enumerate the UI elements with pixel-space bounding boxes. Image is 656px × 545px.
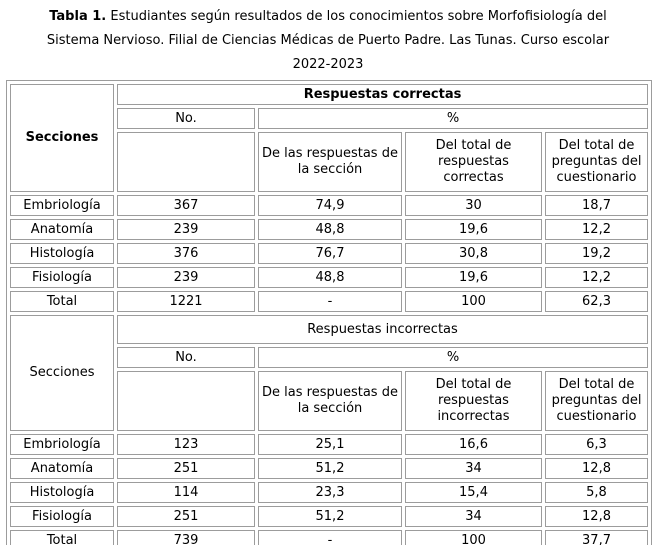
cell: 18,7 (545, 195, 649, 216)
incorrectas-subheader-total-preguntas: Del total de preguntas del cuestionario (545, 371, 649, 431)
title-line-2: Sistema Nervioso. Filial de Ciencias Méd… (46, 33, 610, 48)
cell: 1221 (117, 291, 255, 312)
table-row: Histología 114 23,3 15,4 5,8 (10, 482, 649, 503)
row-label: Embriología (10, 195, 114, 216)
table-row: Anatomía 239 48,8 19,6 12,2 (10, 219, 649, 240)
incorrectas-secciones-header: Secciones (10, 315, 114, 431)
row-label: Fisiología (10, 506, 114, 527)
row-label: Histología (10, 482, 114, 503)
cell: 19,6 (405, 267, 542, 288)
page-title: Tabla 1. Estudiantes según resultados de… (0, 0, 656, 77)
row-label: Embriología (10, 434, 114, 455)
table-row-total: Total 1221 - 100 62,3 (10, 291, 649, 312)
incorrectas-header-row-1: Secciones Respuestas incorrectas (10, 315, 649, 431)
cell: 76,7 (258, 243, 402, 264)
cell: 34 (405, 458, 542, 479)
cell: 16,6 (405, 434, 542, 455)
cell: 74,9 (258, 195, 402, 216)
correctas-header-row-2: No. % (10, 108, 649, 129)
cell: 251 (117, 458, 255, 479)
cell: 6,3 (545, 434, 649, 455)
incorrectas-subheader-total-respuestas: Del total de respuestas incorrectas (405, 371, 542, 431)
table-row-total: Total 739 - 100 37,7 (10, 530, 649, 545)
cell: 51,2 (258, 506, 402, 527)
cell: 19,6 (405, 219, 542, 240)
row-label: Fisiología (10, 267, 114, 288)
cell: 37,7 (545, 530, 649, 545)
cell: 5,8 (545, 482, 649, 503)
cell: 25,1 (258, 434, 402, 455)
cell: 376 (117, 243, 255, 264)
cell: 48,8 (258, 267, 402, 288)
cell: 367 (117, 195, 255, 216)
cell: 48,8 (258, 219, 402, 240)
cell: - (258, 530, 402, 545)
table-row: Histología 376 76,7 30,8 19,2 (10, 243, 649, 264)
cell: 251 (117, 506, 255, 527)
incorrectas-header-row-3: De las respuestas de la sección Del tota… (10, 371, 649, 431)
row-label: Anatomía (10, 458, 114, 479)
table-row: Embriología 123 25,1 16,6 6,3 (10, 434, 649, 455)
correctas-header-row-1: Secciones Respuestas correctas (10, 84, 649, 192)
table-row: Anatomía 251 51,2 34 12,8 (10, 458, 649, 479)
title-table-number: Tabla 1. (49, 9, 107, 24)
cell: 12,8 (545, 458, 649, 479)
cell: 23,3 (258, 482, 402, 503)
correctas-subheader-total-preguntas: Del total de preguntas del cuestionario (545, 132, 649, 192)
correctas-group-header: Respuestas correctas (117, 84, 649, 105)
cell: 12,2 (545, 219, 649, 240)
correctas-subheader-total-respuestas: Del total de respuestas correctas (405, 132, 542, 192)
table-row: Fisiología 251 51,2 34 12,8 (10, 506, 649, 527)
title-line-3: 2022-2023 (292, 57, 364, 72)
row-label: Histología (10, 243, 114, 264)
incorrectas-percent-header: % (258, 347, 649, 368)
cell: 123 (117, 434, 255, 455)
empty-cell (117, 371, 255, 431)
cell: 30 (405, 195, 542, 216)
title-line-1-text: Estudiantes según resultados de los cono… (106, 9, 607, 24)
cell: 15,4 (405, 482, 542, 503)
cell: 51,2 (258, 458, 402, 479)
incorrectas-subheader-seccion: De las respuestas de la sección (258, 371, 402, 431)
cell: 100 (405, 291, 542, 312)
correctas-secciones-header: Secciones (10, 84, 114, 192)
cell: 30,8 (405, 243, 542, 264)
correctas-header-row-3: De las respuestas de la sección Del tota… (10, 132, 649, 192)
cell: 34 (405, 506, 542, 527)
table-row: Embriología 367 74,9 30 18,7 (10, 195, 649, 216)
cell: - (258, 291, 402, 312)
correctas-percent-header: % (258, 108, 649, 129)
results-table: Secciones Respuestas correctas No. % De … (6, 80, 653, 545)
incorrectas-header-row-2: No. % (10, 347, 649, 368)
cell: 19,2 (545, 243, 649, 264)
correctas-no-header: No. (117, 108, 255, 129)
title-line-1: Tabla 1. Estudiantes según resultados de… (0, 5, 656, 29)
incorrectas-group-header: Respuestas incorrectas (117, 315, 649, 344)
cell: 62,3 (545, 291, 649, 312)
empty-cell (117, 132, 255, 192)
row-label: Total (10, 530, 114, 545)
cell: 100 (405, 530, 542, 545)
cell: 12,8 (545, 506, 649, 527)
correctas-subheader-seccion: De las respuestas de la sección (258, 132, 402, 192)
cell: 239 (117, 219, 255, 240)
incorrectas-no-header: No. (117, 347, 255, 368)
cell: 239 (117, 267, 255, 288)
cell: 114 (117, 482, 255, 503)
row-label: Total (10, 291, 114, 312)
table-row: Fisiología 239 48,8 19,6 12,2 (10, 267, 649, 288)
cell: 12,2 (545, 267, 649, 288)
cell: 739 (117, 530, 255, 545)
row-label: Anatomía (10, 219, 114, 240)
